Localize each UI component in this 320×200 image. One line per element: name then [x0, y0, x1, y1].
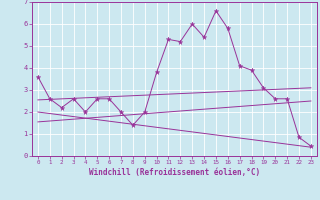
X-axis label: Windchill (Refroidissement éolien,°C): Windchill (Refroidissement éolien,°C): [89, 168, 260, 177]
